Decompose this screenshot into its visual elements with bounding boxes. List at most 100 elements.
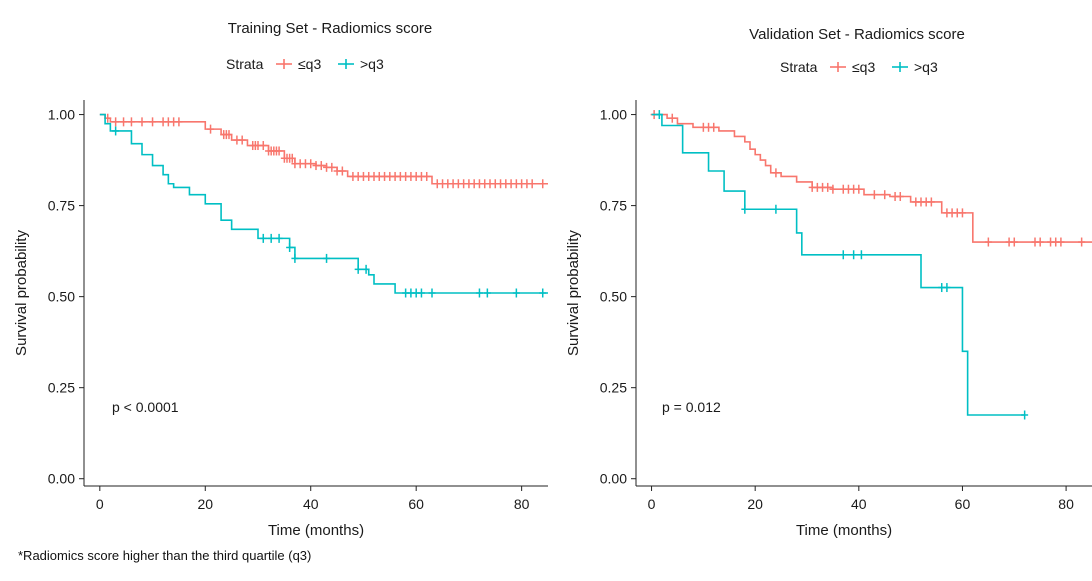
chart0-series-1-censor-mark (259, 233, 267, 243)
chart0-series-0-censor-mark (207, 124, 215, 134)
chart0-legend-key-0 (276, 59, 292, 69)
chart0-ytick-label: 0.50 (48, 289, 75, 305)
chart0-legend-title: Strata (226, 56, 264, 72)
chart1-series-1-censor-mark (655, 110, 663, 120)
chart1-series-0-censor-mark (1036, 237, 1044, 247)
chart1-xtick-label: 20 (747, 496, 763, 512)
chart1-series-0-step-line (651, 113, 1092, 243)
chart0-legend: Strata ≤q3 >q3 (226, 56, 384, 72)
chart1-series-0-censor-mark (1078, 237, 1086, 247)
chart0-series-1-censor-mark (428, 288, 436, 298)
chart0-series-1-censor-mark (286, 242, 294, 252)
chart0-ytick-label: 0.00 (48, 471, 75, 487)
chart0-series-0-censor-mark (275, 146, 283, 156)
chart0-ytick-label: 0.25 (48, 380, 75, 396)
chart1-series-1-censor-mark (857, 250, 865, 260)
chart0-series-1-censor-mark (512, 288, 520, 298)
chart0-series-1-censor-mark (291, 253, 299, 263)
chart0-series-1-censor-mark (417, 288, 425, 298)
chart1-series-0-censor-mark (881, 190, 889, 200)
chart0-series-0-censor-mark (149, 117, 157, 127)
chart0-series-0-censor-mark (328, 162, 336, 172)
chart1-ytick-label: 1.00 (600, 107, 627, 123)
chart0-series-1-censor-mark (267, 233, 275, 243)
chart0-series-0-censor-mark (127, 117, 135, 127)
chart1-series-1-censor-mark (850, 250, 858, 260)
chart0-series-1-censor-mark (475, 288, 483, 298)
chart0-xtick-label: 60 (408, 496, 424, 512)
chart1-series-0 (650, 110, 1092, 247)
chart0-series-0-censor-mark (120, 117, 128, 127)
chart0-series-0-censor-mark (317, 161, 325, 171)
chart0-series-0-censor-mark (338, 166, 346, 176)
training-set-panel: Training Set - Radiomics score Strata ≤q3 >… (13, 20, 548, 539)
chart0-xtick-label: 20 (197, 496, 213, 512)
chart1-series-0-censor-mark (870, 190, 878, 200)
chart1-y-axis-label: Survival probability (565, 230, 582, 356)
chart0-series-0-censor-mark (238, 135, 246, 145)
chart0-series-0-censor-mark (288, 153, 296, 163)
chart0-y-axis-label: Survival probability (13, 230, 30, 356)
chart1-series-0-censor-mark (824, 182, 832, 192)
chart0-p-value: p < 0.0001 (112, 399, 179, 415)
chart1-series-1-censor-mark (741, 204, 749, 214)
chart1-series-0-censor-mark (1057, 237, 1065, 247)
chart1-series-0-censor-mark (855, 184, 863, 194)
chart0-series-0-censor-mark (259, 141, 267, 151)
chart1-title: Validation Set - Radiomics score (749, 26, 965, 43)
chart0-series-0-censor-mark (539, 179, 547, 189)
chart1-series-0-censor-mark (710, 122, 718, 132)
chart1-series-0-censor-mark (1010, 237, 1018, 247)
chart1-series-1 (651, 110, 1029, 420)
chart0-series-1-censor-mark (362, 264, 370, 274)
chart1-series-0-censor-mark (772, 168, 780, 178)
chart1-series-0-censor-mark (958, 208, 966, 218)
chart1-legend-key-0 (830, 62, 846, 72)
chart1-series-1-censor-mark (772, 204, 780, 214)
chart1-p-value: p = 0.012 (662, 399, 721, 415)
chart1-legend-key-1 (892, 62, 908, 72)
chart1-xtick-label: 80 (1058, 496, 1074, 512)
chart1-xtick-label: 40 (851, 496, 867, 512)
chart1-series-1-step-line (651, 113, 1025, 416)
chart0-series-1 (99, 113, 548, 298)
chart0-legend-label-0: ≤q3 (298, 56, 321, 72)
chart1-series-0-censor-mark (829, 184, 837, 194)
chart0-series-0 (99, 113, 548, 189)
chart1-xtick-label: 60 (955, 496, 971, 512)
chart1-xtick-label: 0 (648, 496, 656, 512)
chart0-series-0-step-line (99, 113, 548, 185)
chart0-xtick-label: 40 (303, 496, 319, 512)
chart0-series-0-censor-mark (307, 159, 315, 169)
chart0-series-0-censor-mark (112, 117, 120, 127)
chart1-series-1-censor-mark (839, 250, 847, 260)
chart1-series-0-censor-mark (896, 192, 904, 201)
chart0-series-0-censor-mark (423, 171, 431, 181)
chart0-xtick-label: 80 (514, 496, 530, 512)
chart1-ytick-label: 0.00 (600, 471, 627, 487)
chart0-legend-label-1: >q3 (360, 56, 384, 72)
chart0-title: Training Set - Radiomics score (228, 20, 433, 37)
chart0-series-0-censor-mark (528, 179, 536, 189)
chart0-ytick-label: 0.75 (48, 198, 75, 214)
chart0-series-0-censor-mark (175, 117, 183, 127)
chart0-series-1-censor-mark (483, 288, 491, 298)
chart1-ytick-label: 0.25 (600, 380, 627, 396)
chart1-x-axis-label: Time (months) (796, 522, 892, 539)
chart0-xtick-label: 0 (96, 496, 104, 512)
chart0-series-0-censor-mark (138, 117, 146, 127)
chart0-series-1-censor-mark (112, 126, 120, 136)
chart1-series-0-censor-mark (984, 237, 992, 247)
chart1-series-0-censor-mark (668, 113, 676, 123)
chart1-legend: Strata ≤q3 >q3 (780, 59, 938, 75)
chart0-series-1-censor-mark (539, 288, 547, 298)
validation-set-panel: Validation Set - Radiomics score Strata ≤q… (565, 26, 1092, 539)
chart1-legend-title: Strata (780, 59, 818, 75)
chart0-series-1-censor-mark (323, 253, 331, 263)
chart0-x-axis-label: Time (months) (268, 522, 364, 539)
chart0-series-1-step-line (99, 113, 548, 294)
chart0-series-1-censor-mark (275, 233, 283, 243)
footnote: *Radiomics score higher than the third q… (18, 548, 312, 563)
chart1-series-1-censor-mark (943, 283, 951, 293)
